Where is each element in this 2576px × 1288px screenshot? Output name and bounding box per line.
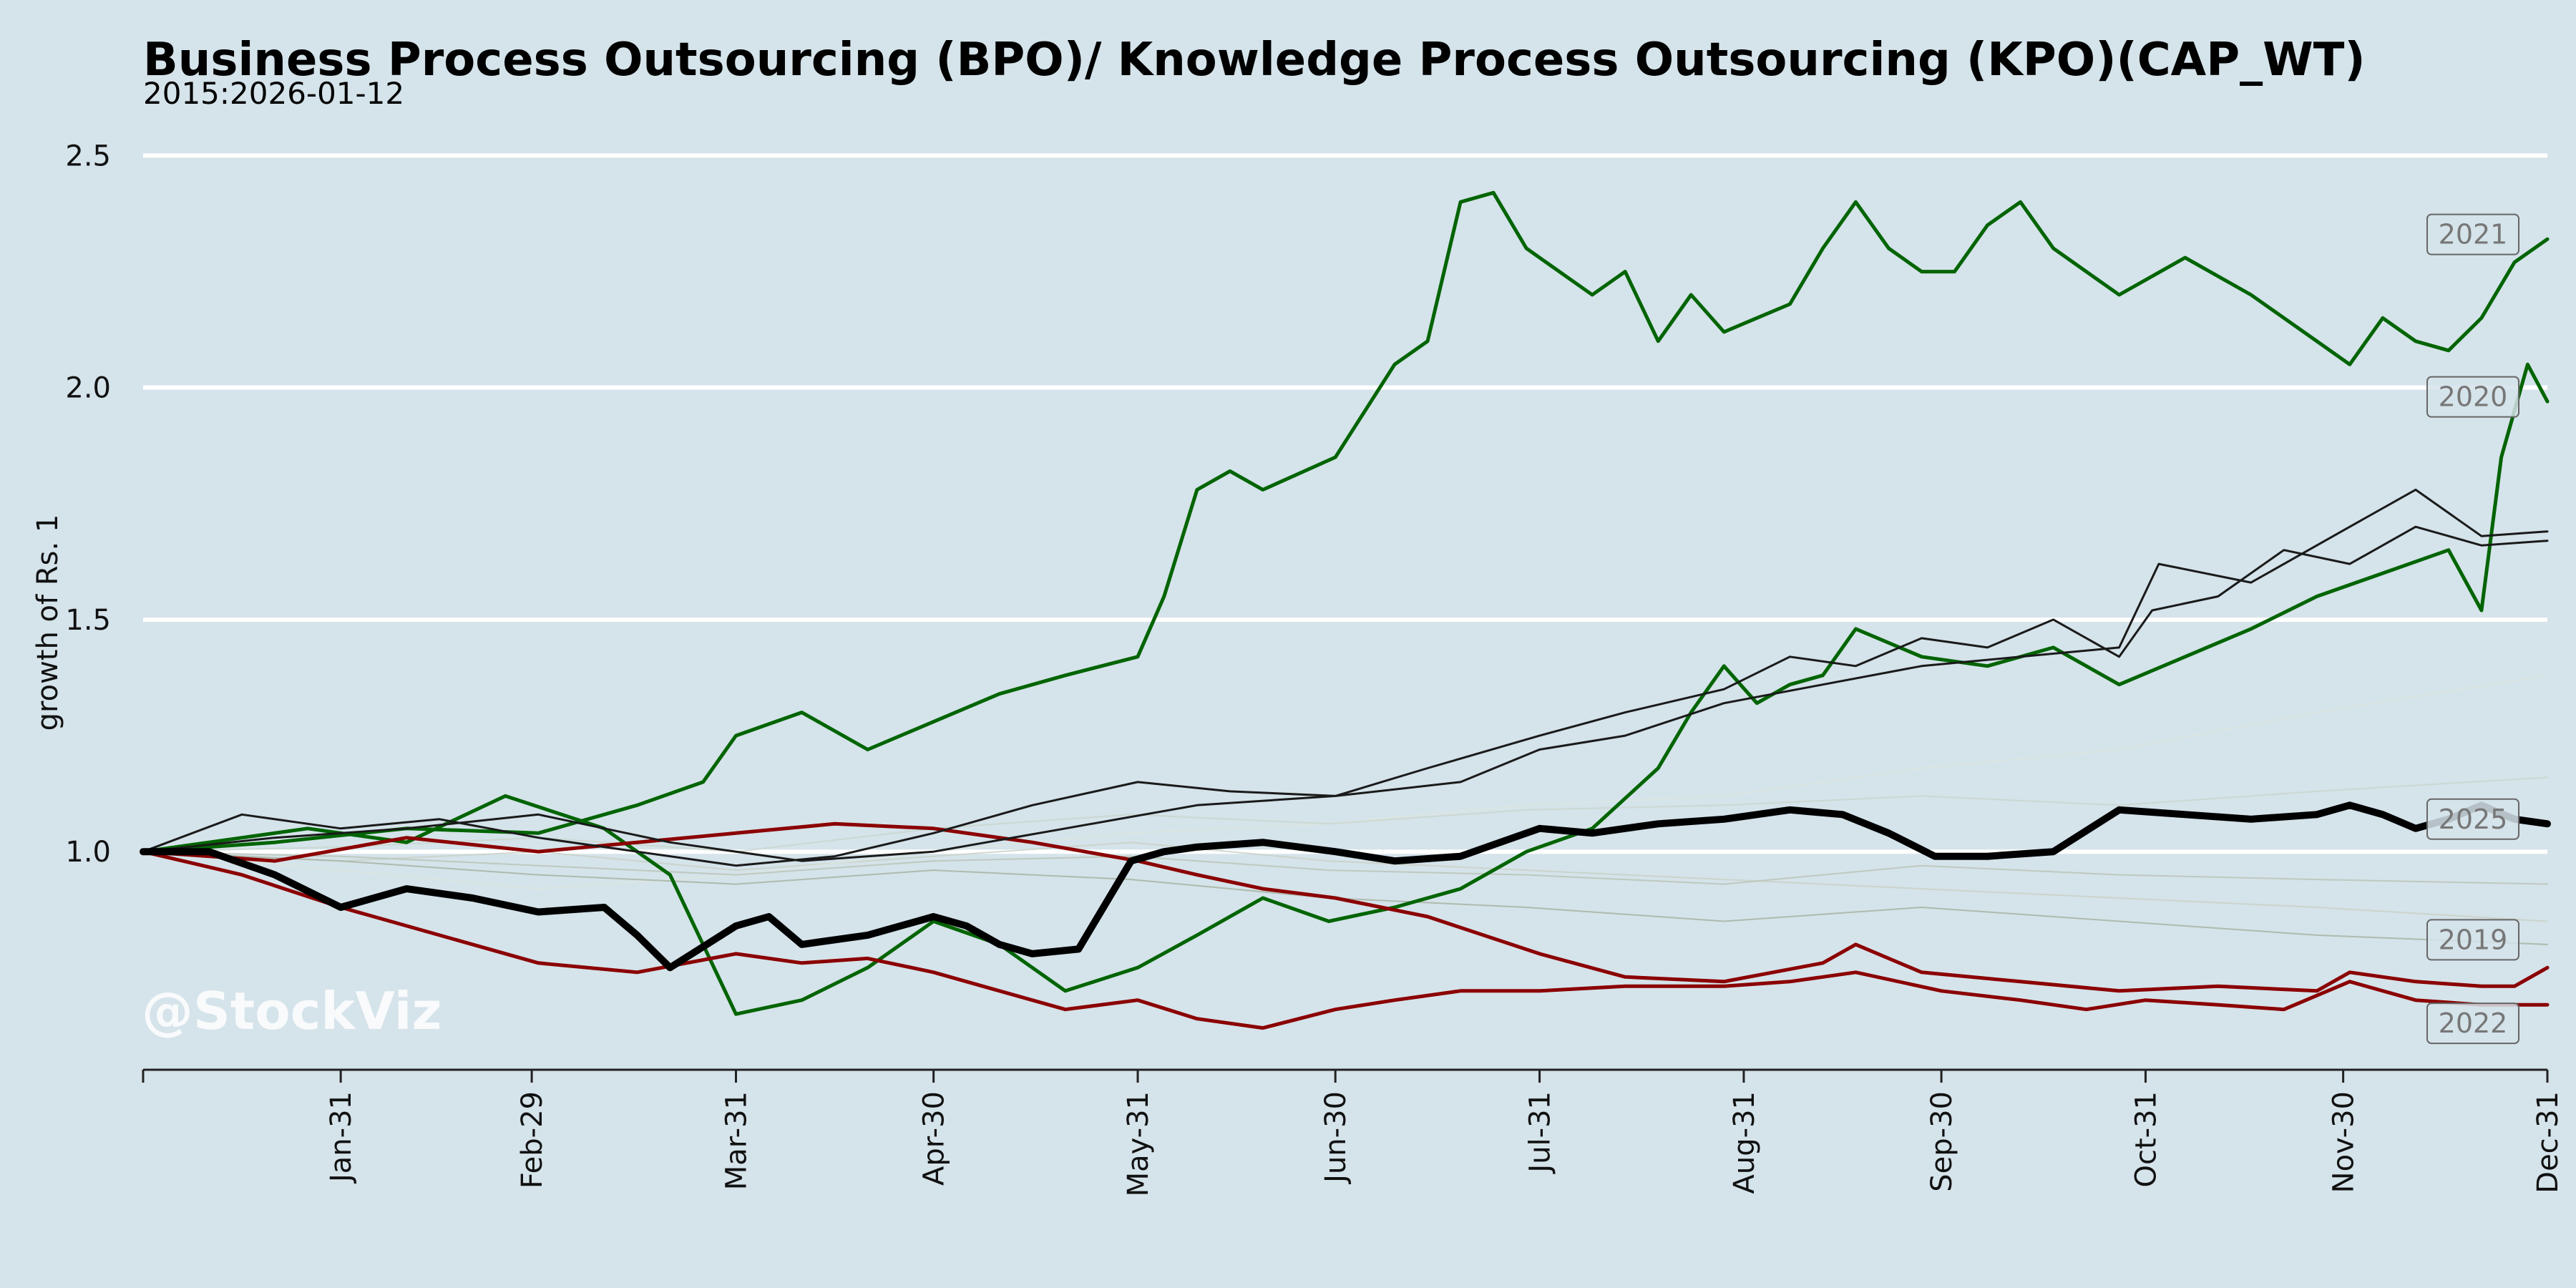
year-label-text: 2025	[2439, 804, 2508, 835]
series-line-2020	[141, 362, 2550, 1016]
year-label-box	[2426, 1002, 2519, 1045]
x-tick-label: Sep-30	[1926, 1091, 1958, 1192]
year-label-2020: 2020	[2426, 376, 2519, 418]
y-axis-label: growth of Rs. 1	[31, 514, 64, 731]
chart-title: Business Process Outsourcing (BPO)/ Know…	[143, 34, 2366, 87]
y-tick-label: 2.0	[65, 372, 111, 405]
x-axis-ticks: Jan-31 Feb-29 Mar-31 Apr-30 May-31 Jun-30 Jul-…	[142, 1070, 2565, 1196]
series-line-2023	[141, 821, 2550, 993]
x-tick-label: Jul-31	[1524, 1091, 1557, 1175]
year-label-2021: 2021	[2426, 213, 2519, 255]
x-tick-label: Jan-31	[325, 1091, 358, 1184]
x-tick-label: Nov-30	[2328, 1091, 2361, 1193]
year-label-box	[2426, 919, 2519, 961]
series-line-2018	[142, 851, 2548, 885]
series-line-2019	[142, 851, 2548, 945]
year-labels: 2021 2020 2025 2019 2022	[2426, 213, 2519, 1045]
series-line-2024	[142, 525, 2549, 867]
series-lines	[140, 190, 2551, 1030]
series-line-2021	[141, 190, 2550, 854]
year-label-text: 2022	[2439, 1008, 2508, 1039]
y-tick-label: 1.0	[65, 836, 111, 869]
x-tick-label: Feb-29	[516, 1091, 549, 1189]
year-label-box	[2426, 376, 2519, 418]
y-tick-label: 1.5	[65, 604, 111, 637]
year-label-2022: 2022	[2426, 1002, 2519, 1045]
year-label-2019: 2019	[2426, 919, 2519, 961]
y-axis-ticks: 1.0 1.5 2.0 2.5	[65, 140, 111, 869]
year-label-box	[2426, 213, 2519, 255]
x-tick-label: May-31	[1122, 1091, 1155, 1196]
x-tick-label: Dec-31	[2532, 1091, 2565, 1194]
y-tick-label: 2.5	[65, 140, 111, 172]
x-tick-label: Aug-31	[1728, 1091, 1761, 1194]
year-label-text: 2020	[2439, 381, 2508, 413]
series-line-2022	[141, 849, 2550, 1030]
chart-subtitle: 2015:2026-01-12	[143, 76, 404, 111]
series-line-2025	[140, 801, 2551, 972]
x-tick-label: Jun-30	[1319, 1091, 1352, 1185]
x-tick-label: Oct-31	[2129, 1091, 2162, 1188]
year-label-box	[2426, 798, 2519, 840]
year-label-2025: 2025	[2426, 798, 2519, 840]
year-label-text: 2021	[2439, 219, 2508, 250]
series-line-2024b	[142, 488, 2549, 862]
x-tick-label: Apr-30	[918, 1091, 951, 1186]
year-label-text: 2019	[2439, 924, 2508, 955]
watermark: @StockViz	[142, 981, 441, 1041]
x-tick-label: Mar-31	[720, 1091, 753, 1190]
